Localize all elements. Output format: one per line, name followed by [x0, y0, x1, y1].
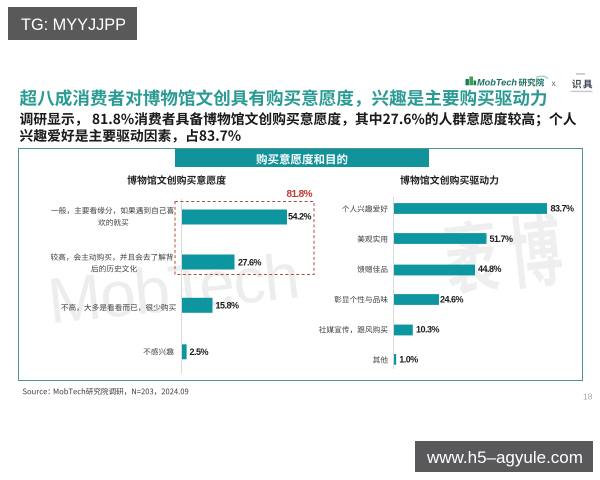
svg-text:83.7%: 83.7% [551, 204, 575, 214]
svg-text:18: 18 [583, 392, 593, 402]
svg-text:54.2%: 54.2% [288, 212, 312, 222]
svg-text:81.8%: 81.8% [287, 189, 313, 200]
svg-text:44.8%: 44.8% [478, 264, 502, 274]
svg-text:x: x [552, 78, 557, 88]
svg-text:www.h5–agyule.com: www.h5–agyule.com [426, 448, 583, 467]
svg-text:24.6%: 24.6% [440, 294, 464, 304]
svg-text:2.5%: 2.5% [190, 347, 209, 357]
svg-text:27.6%: 27.6% [238, 257, 262, 267]
svg-text:MobTech: MobTech [477, 78, 517, 88]
svg-text:51.7%: 51.7% [490, 234, 514, 244]
svg-text:15.8%: 15.8% [216, 301, 240, 311]
svg-text:10.3%: 10.3% [416, 325, 440, 335]
svg-text:TG: MYYJJPP: TG: MYYJJPP [21, 16, 126, 34]
svg-text:1.0%: 1.0% [399, 355, 418, 365]
